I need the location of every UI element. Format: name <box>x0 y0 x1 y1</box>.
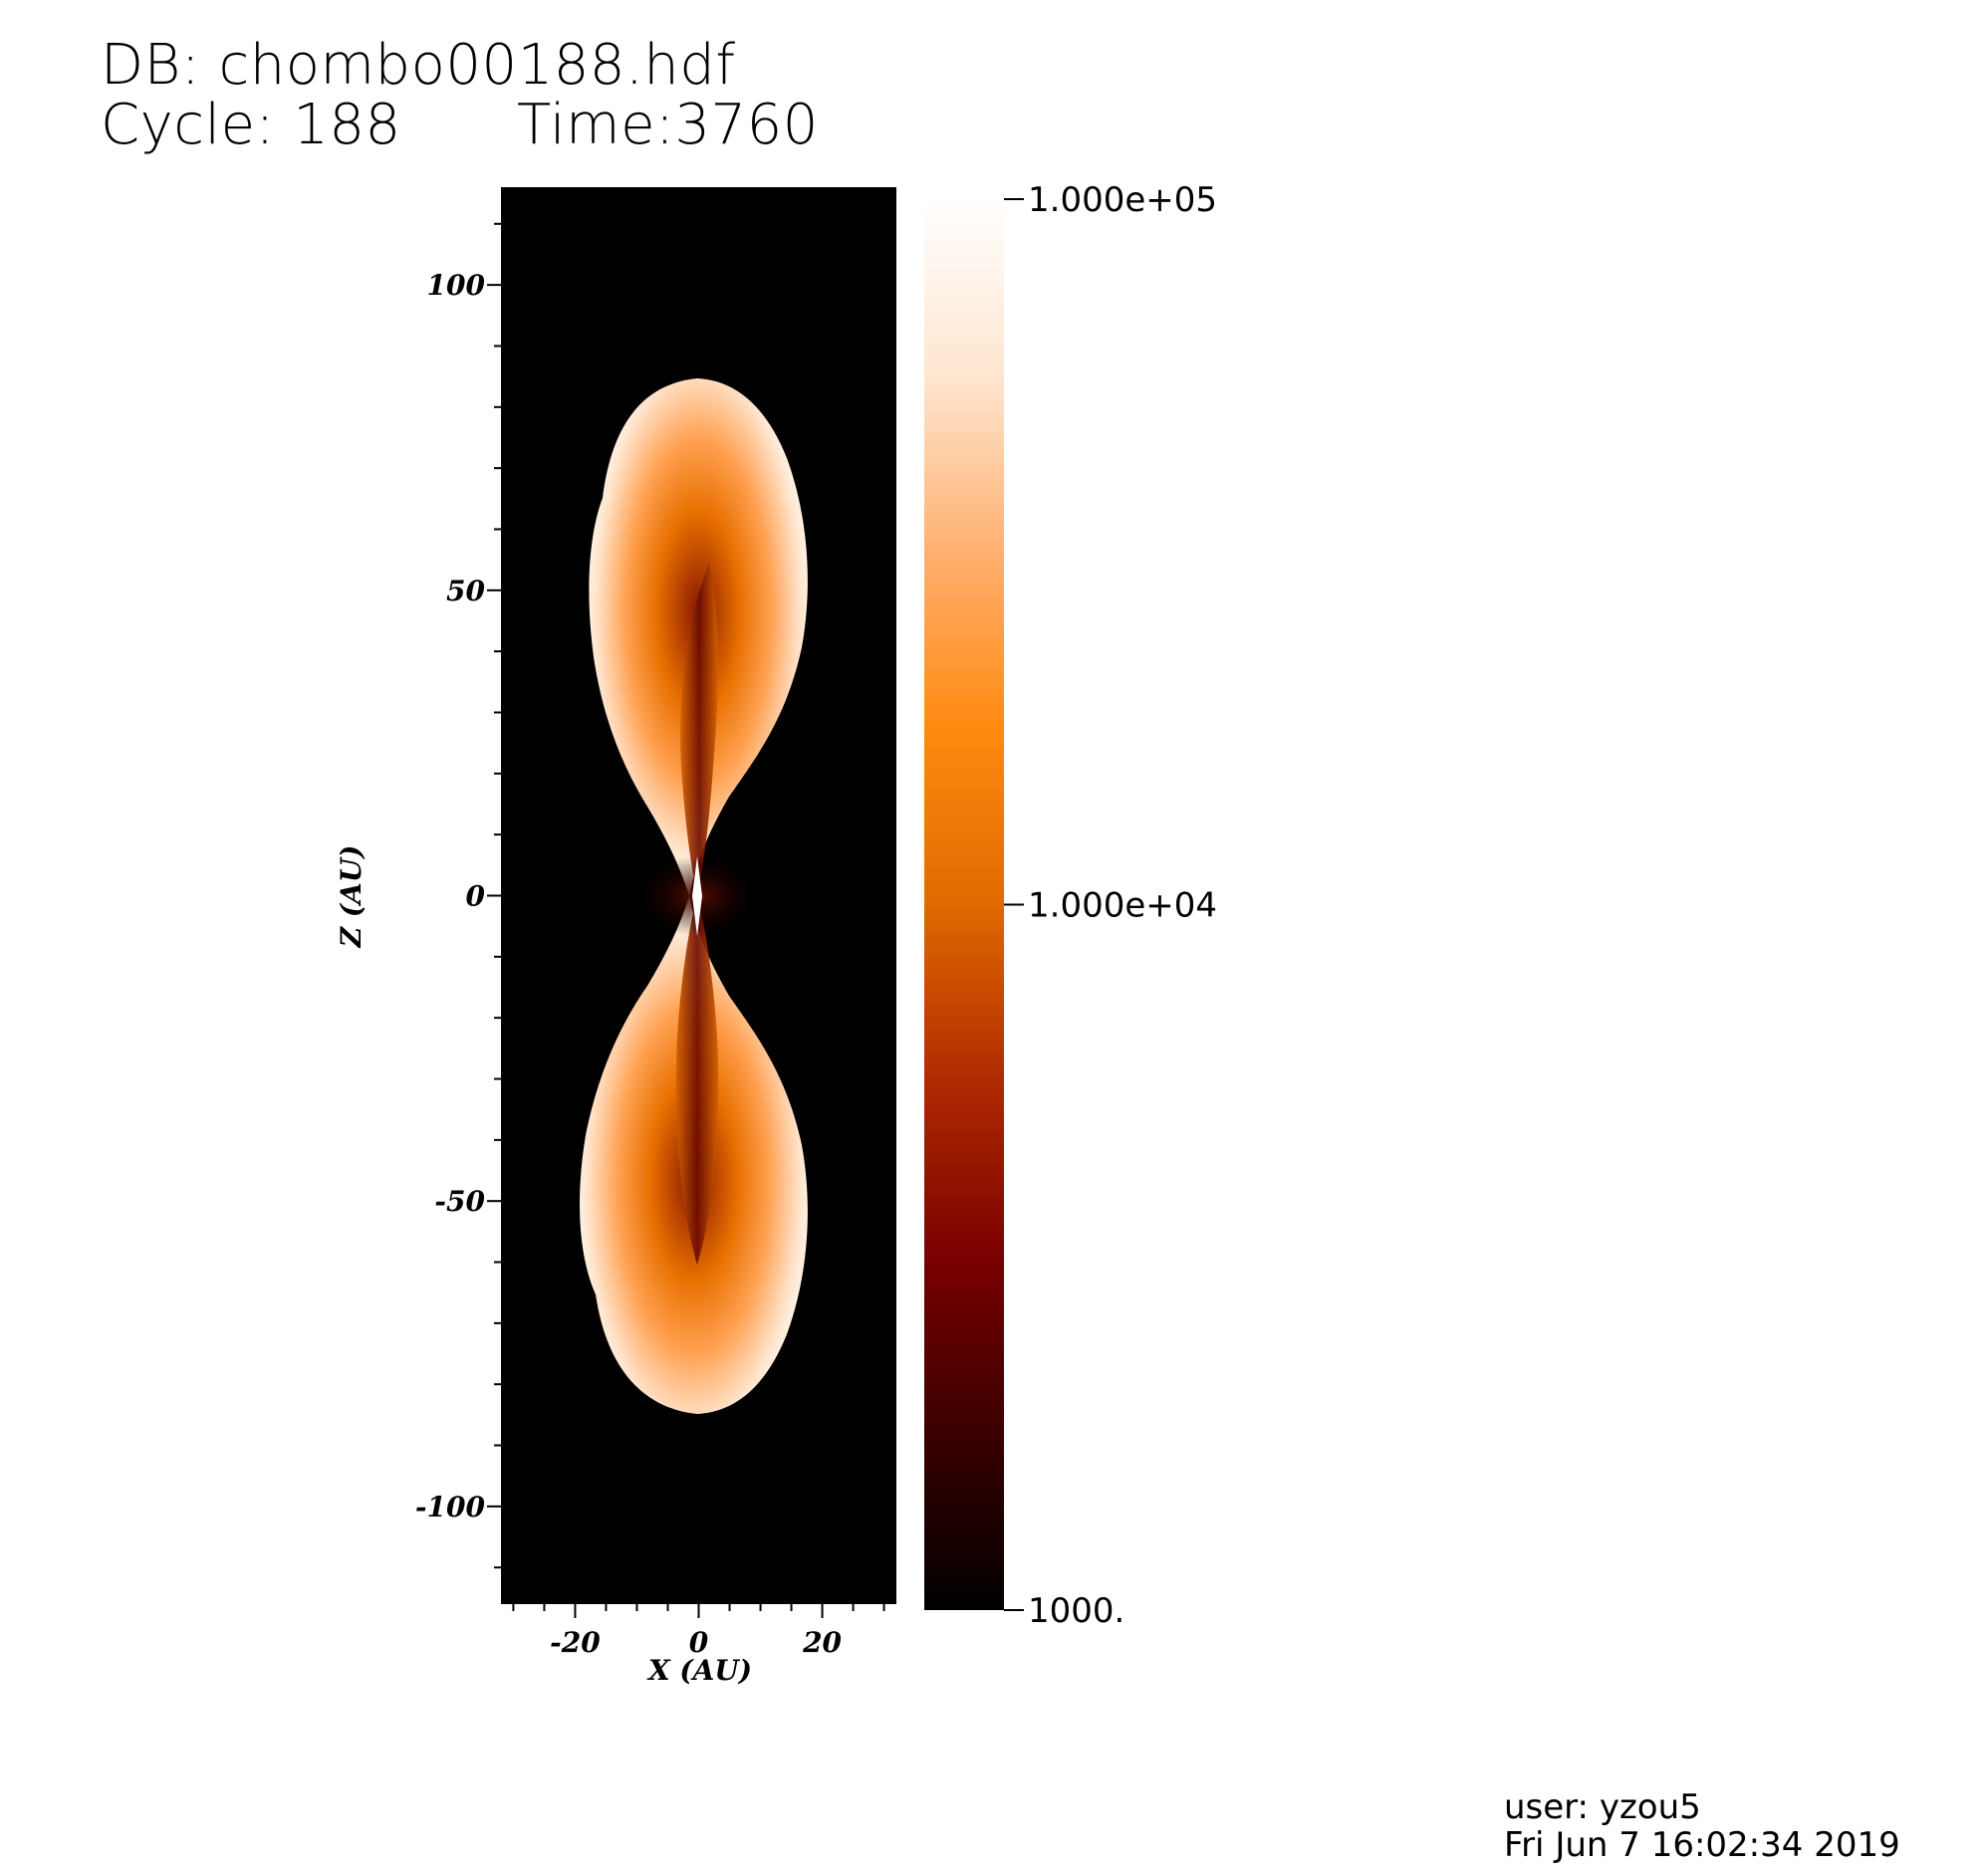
y-tick-label: -100 <box>415 1491 486 1523</box>
colorbar-tick-label: 1000. <box>1028 1591 1124 1631</box>
date-label: Fri Jun 7 16:02:34 2019 <box>1504 1825 1900 1865</box>
x-tick-label: 20 <box>802 1626 842 1659</box>
time-label: Time:3760 <box>517 93 819 157</box>
x-tick-label: 0 <box>689 1626 709 1659</box>
x-axis-label: X (AU) <box>646 1654 752 1687</box>
y-tick-label: 0 <box>466 880 486 913</box>
y-tick-label: 50 <box>446 575 485 607</box>
user-label: user: yzou5 <box>1504 1787 1701 1827</box>
y-axis-ticks: 100 50 0 -50 -100 <box>415 222 501 1569</box>
colorbar-ticks: 1.000e+05 1.000e+04 1000. <box>1004 180 1217 1631</box>
cycle-time-line: Cycle: 188 Time:3760 <box>101 98 818 153</box>
colorbar <box>924 199 1004 1610</box>
y-axis-label: Z (AU) <box>335 845 368 949</box>
y-tick-label: 100 <box>427 269 486 302</box>
y-tick-label: -50 <box>434 1185 485 1218</box>
database-title: DB: chombo00188.hdf <box>101 33 736 98</box>
x-tick-label: -20 <box>550 1626 601 1659</box>
density-field <box>580 378 808 1414</box>
x-axis-ticks: -20 0 20 <box>512 1604 885 1659</box>
colorbar-tick-label: 1.000e+04 <box>1028 886 1217 926</box>
cycle-label: Cycle: 188 <box>101 93 401 157</box>
colorbar-tick-label: 1.000e+05 <box>1028 180 1217 220</box>
